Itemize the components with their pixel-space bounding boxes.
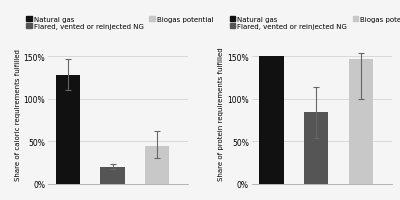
Legend: Natural gas, Flared, vented or reinjected NG, Biogas potential: Natural gas, Flared, vented or reinjecte… bbox=[26, 17, 214, 30]
Bar bbox=[304, 113, 328, 184]
Y-axis label: Share of protein requirements fulfilled: Share of protein requirements fulfilled bbox=[218, 48, 224, 180]
Bar bbox=[100, 167, 125, 184]
Bar bbox=[259, 57, 284, 184]
Bar bbox=[145, 147, 170, 184]
Legend: Natural gas, Flared, vented or reinjected NG, Biogas potential: Natural gas, Flared, vented or reinjecte… bbox=[230, 17, 400, 30]
Bar bbox=[56, 75, 80, 184]
Y-axis label: Share of caloric requirements fulfilled: Share of caloric requirements fulfilled bbox=[15, 48, 21, 180]
Bar bbox=[348, 59, 373, 184]
